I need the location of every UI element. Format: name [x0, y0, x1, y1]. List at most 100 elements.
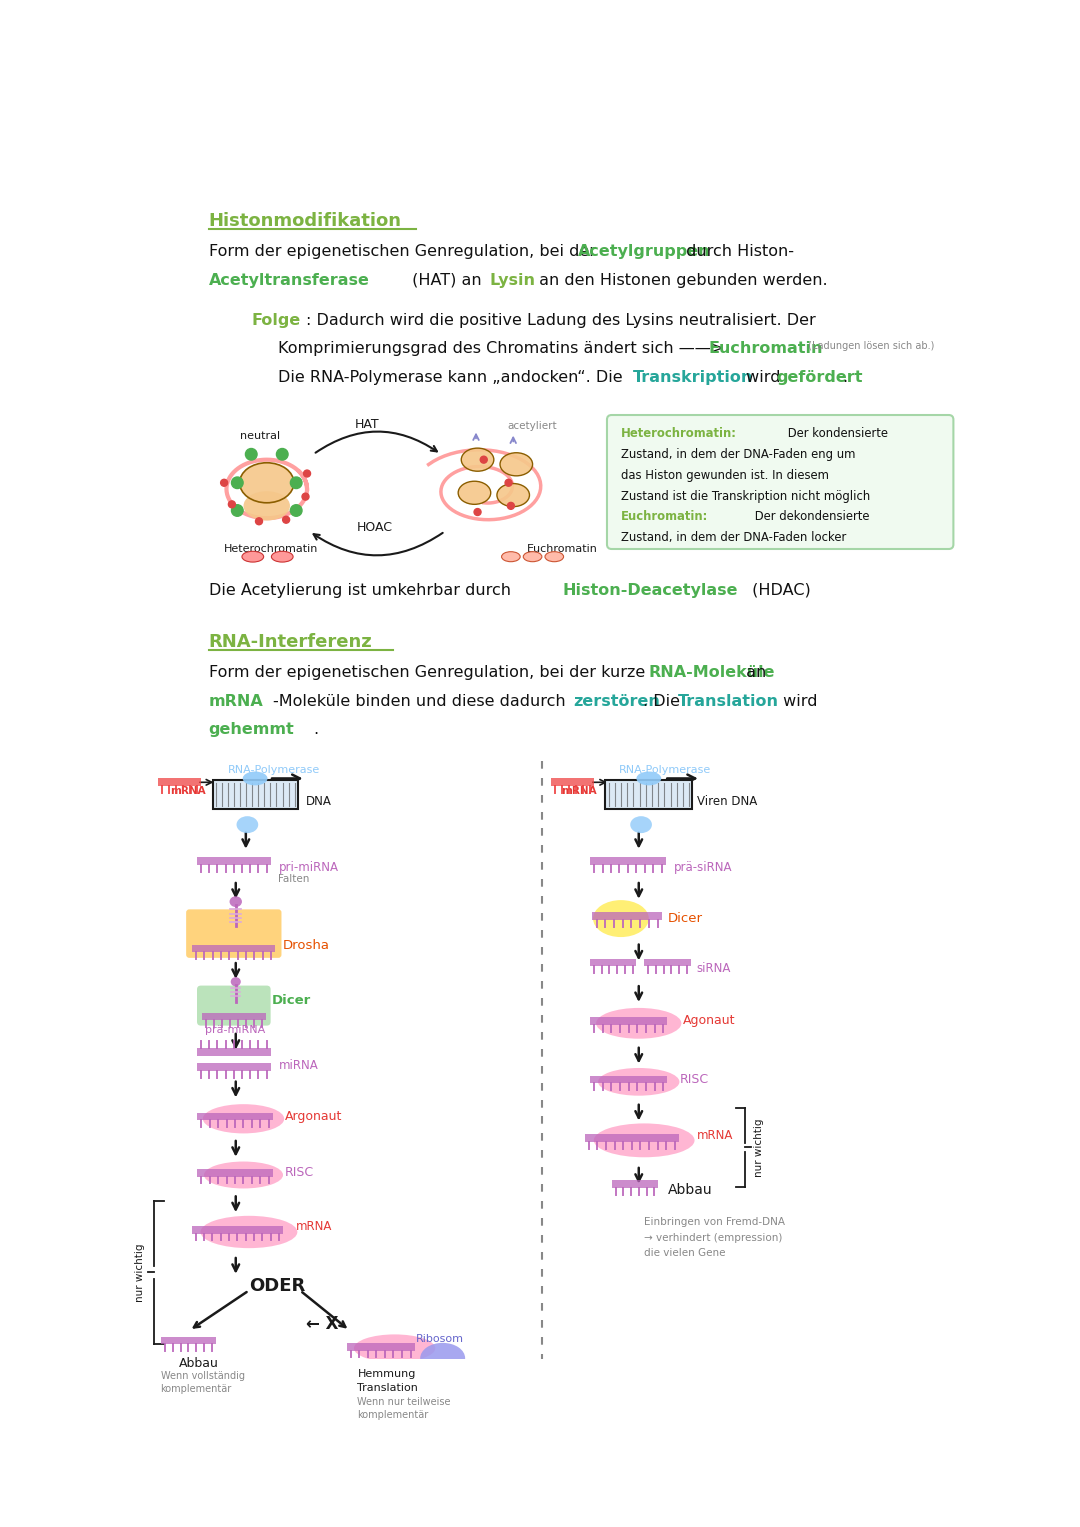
- Circle shape: [228, 501, 235, 508]
- Circle shape: [231, 505, 243, 516]
- Bar: [159, 779, 201, 786]
- Bar: [590, 857, 666, 864]
- Circle shape: [508, 502, 514, 510]
- Text: Euchromatin: Euchromatin: [526, 544, 597, 554]
- Bar: [590, 1017, 667, 1025]
- Text: RNA-Moleküle: RNA-Moleküle: [648, 666, 774, 680]
- Text: an den Histonen gebunden werden.: an den Histonen gebunden werden.: [535, 272, 827, 287]
- Text: Euchromatin: Euchromatin: [708, 341, 823, 356]
- Circle shape: [245, 449, 257, 460]
- Text: DNA: DNA: [306, 796, 332, 808]
- Circle shape: [505, 479, 512, 486]
- FancyBboxPatch shape: [186, 910, 282, 957]
- Bar: [197, 1048, 271, 1055]
- Text: prä-miRNA: prä-miRNA: [205, 1025, 265, 1035]
- Text: .: .: [313, 722, 319, 738]
- Bar: [213, 780, 298, 809]
- Text: (HDAC): (HDAC): [747, 583, 811, 599]
- Text: Wenn vollständig: Wenn vollständig: [161, 1371, 244, 1382]
- Text: ← X: ← X: [306, 1315, 338, 1333]
- Circle shape: [291, 476, 302, 489]
- Ellipse shape: [240, 463, 294, 502]
- Text: : Dadurch wird die positive Ladung des Lysins neutralisiert. Der: : Dadurch wird die positive Ladung des L…: [306, 313, 815, 328]
- Text: Abbau: Abbau: [667, 1183, 712, 1197]
- Ellipse shape: [203, 1104, 284, 1133]
- Text: komplementär: komplementär: [357, 1409, 429, 1420]
- FancyBboxPatch shape: [197, 985, 271, 1026]
- Text: durch Histon-: durch Histon-: [681, 244, 795, 260]
- Text: Komprimierungsgrad des Chromatins ändert sich ——>: Komprimierungsgrad des Chromatins ändert…: [279, 341, 730, 356]
- Text: (Ladungen lösen sich ab.): (Ladungen lösen sich ab.): [806, 341, 935, 351]
- Ellipse shape: [524, 551, 542, 562]
- Ellipse shape: [461, 447, 494, 472]
- Text: Histonmodifikation: Histonmodifikation: [208, 212, 402, 229]
- Text: Transkription: Transkription: [633, 370, 753, 385]
- FancyBboxPatch shape: [607, 415, 954, 550]
- Text: . Die: . Die: [643, 693, 685, 709]
- Text: mRNA: mRNA: [208, 693, 264, 709]
- Text: miRNA: miRNA: [279, 1060, 319, 1072]
- Bar: [590, 1075, 667, 1083]
- Ellipse shape: [545, 551, 564, 562]
- Text: → verhindert (empression): → verhindert (empression): [644, 1232, 783, 1243]
- Text: Translation: Translation: [677, 693, 779, 709]
- Ellipse shape: [243, 492, 291, 521]
- Text: das Histon gewunden ist. In diesem: das Histon gewunden ist. In diesem: [621, 469, 829, 483]
- Bar: [202, 1012, 266, 1020]
- Bar: [161, 1336, 216, 1344]
- Bar: [551, 779, 594, 786]
- Text: nur wichtig: nur wichtig: [754, 1118, 765, 1176]
- Text: zerstören: zerstören: [572, 693, 660, 709]
- Ellipse shape: [596, 1008, 681, 1038]
- Ellipse shape: [501, 551, 521, 562]
- Text: Heterochromatin:: Heterochromatin:: [621, 428, 737, 440]
- Text: mRNA: mRNA: [697, 1128, 733, 1142]
- Bar: [584, 1135, 679, 1142]
- Circle shape: [283, 516, 289, 524]
- Bar: [347, 1342, 415, 1350]
- Ellipse shape: [242, 551, 264, 562]
- Text: Zustand, in dem der DNA-Faden locker: Zustand, in dem der DNA-Faden locker: [621, 531, 846, 544]
- Circle shape: [291, 505, 302, 516]
- Bar: [197, 857, 271, 864]
- Bar: [197, 1063, 271, 1070]
- Text: komplementär: komplementär: [161, 1385, 232, 1394]
- Text: Histon-Deacetylase: Histon-Deacetylase: [563, 583, 739, 599]
- Text: Dicer: Dicer: [272, 994, 311, 1006]
- Text: Translation: Translation: [357, 1383, 418, 1393]
- Bar: [191, 945, 275, 953]
- Circle shape: [474, 508, 481, 516]
- Text: (HAT) an: (HAT) an: [407, 272, 487, 287]
- Text: Wenn nur teilweise: Wenn nur teilweise: [357, 1397, 451, 1406]
- Text: mRNA: mRNA: [562, 786, 597, 796]
- Text: die vielen Gene: die vielen Gene: [644, 1248, 726, 1258]
- Text: Lysin: Lysin: [489, 272, 536, 287]
- Text: HAT: HAT: [355, 418, 380, 431]
- Ellipse shape: [598, 1067, 679, 1096]
- Text: Die Acetylierung ist umkehrbar durch: Die Acetylierung ist umkehrbar durch: [208, 583, 516, 599]
- Text: RISC: RISC: [679, 1072, 708, 1086]
- Text: gehemmt: gehemmt: [208, 722, 295, 738]
- Ellipse shape: [420, 1342, 465, 1374]
- Text: RNA-Interferenz: RNA-Interferenz: [208, 632, 373, 651]
- Bar: [590, 959, 636, 967]
- Bar: [197, 1168, 273, 1176]
- Text: mRNA: mRNA: [296, 1220, 332, 1234]
- Ellipse shape: [593, 899, 649, 938]
- Text: Folge: Folge: [252, 313, 300, 328]
- Text: Form der epigenetischen Genregulation, bei der kurze: Form der epigenetischen Genregulation, b…: [208, 666, 650, 680]
- Text: Acetylgruppen: Acetylgruppen: [578, 244, 711, 260]
- Text: Drosha: Drosha: [283, 939, 330, 953]
- Text: Acetyltransferase: Acetyltransferase: [208, 272, 369, 287]
- Ellipse shape: [231, 977, 241, 986]
- Text: Der kondensierte: Der kondensierte: [784, 428, 888, 440]
- Text: -Moleküle binden und diese dadurch: -Moleküle binden und diese dadurch: [273, 693, 570, 709]
- Ellipse shape: [631, 815, 652, 834]
- Text: mRNA: mRNA: [170, 786, 205, 796]
- Text: an: an: [741, 666, 767, 680]
- Circle shape: [220, 479, 228, 486]
- Text: Zustand ist die Transkription nicht möglich: Zustand ist die Transkription nicht mögl…: [621, 490, 870, 502]
- Bar: [611, 1180, 658, 1188]
- Bar: [606, 780, 692, 809]
- Text: Hemmung: Hemmung: [357, 1370, 416, 1379]
